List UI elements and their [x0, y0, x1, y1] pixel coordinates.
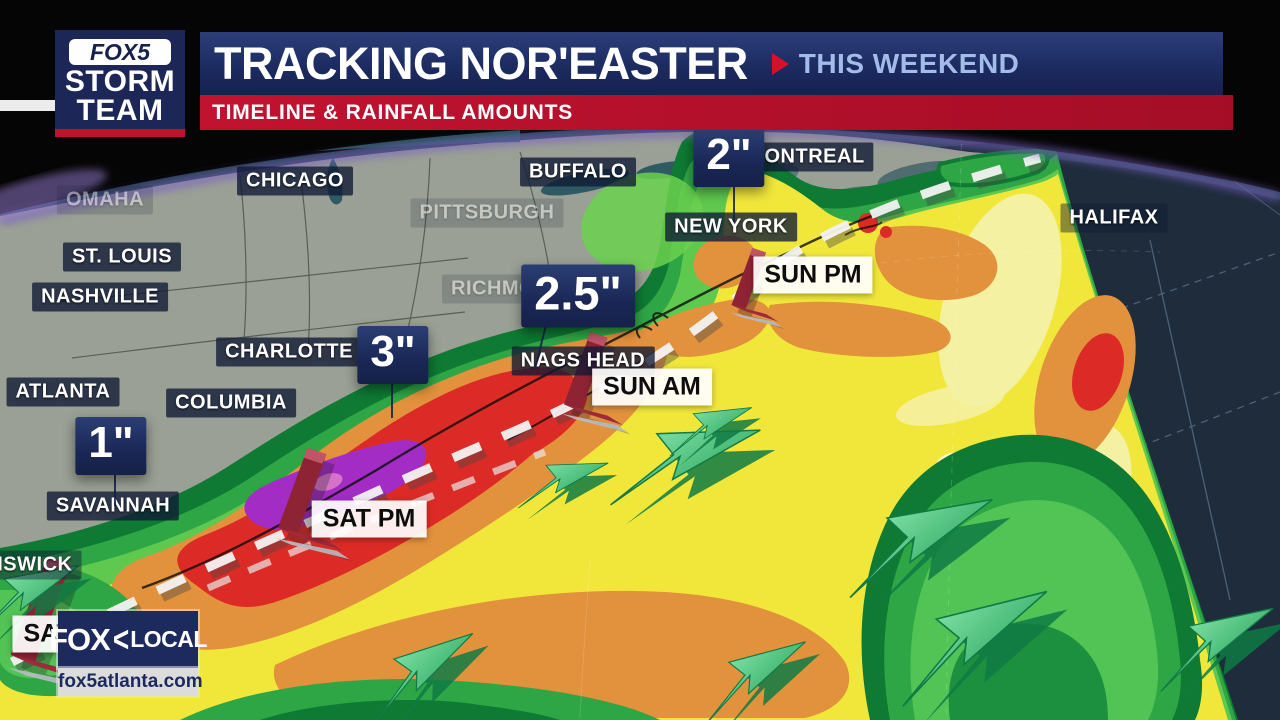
horizon-glow-left	[0, 169, 108, 223]
fox-local-bug: FOX < LOCAL fox5atlanta.com	[49, 611, 207, 696]
precip-green-core	[581, 172, 703, 272]
city-label-st-louis: ST. LOUIS	[62, 242, 182, 272]
rainfall-amount: 2.5"	[534, 266, 622, 320]
city-label-omaha: OMAHA	[56, 185, 154, 215]
storm-track	[9, 153, 1047, 673]
precip-layer	[0, 129, 1238, 720]
city-label-charlotte: CHARLOTTE	[216, 337, 362, 367]
city-label-brunswick: BRUNSWICK	[0, 550, 82, 580]
rainfall-amount: 3"	[370, 327, 416, 376]
city-label-nashville: NASHVILLE	[32, 282, 168, 312]
city-label-savannah: SAVANNAH	[46, 491, 180, 521]
rainfall-callout-3in: 3"	[357, 326, 429, 384]
precip-green-bottom	[180, 679, 660, 720]
city-label-buffalo: BUFFALO	[520, 157, 636, 187]
rainfall-callout-2in: 2"	[693, 129, 765, 187]
horizon-glow	[0, 127, 1280, 226]
fox-local-logo: FOX < LOCAL	[49, 611, 207, 668]
city-label-columbia: COLUMBIA	[166, 388, 296, 418]
city-label-atlanta: ATLANTA	[6, 377, 120, 407]
city-label-new-york: NEW YORK	[665, 212, 797, 242]
angle-bracket-icon: <	[112, 618, 130, 659]
local-wordmark: LOCAL	[130, 626, 207, 652]
time-flag-label-sat-pm: SAT PM	[311, 500, 427, 538]
fox-wordmark: FOX	[49, 621, 111, 657]
city-label-halifax: HALIFAX	[1060, 203, 1168, 233]
rainfall-amount: 2"	[706, 130, 752, 179]
city-label-pittsburgh: PITTSBURGH	[410, 198, 564, 228]
station-url: fox5atlanta.com	[58, 668, 203, 696]
city-label-chicago: CHICAGO	[237, 166, 353, 196]
deep-ocean	[900, 138, 1280, 720]
rainfall-callout-2-5in: 2.5"	[521, 264, 635, 328]
callout-pointer	[733, 182, 735, 222]
time-flag-label-sun-am: SUN AM	[592, 368, 712, 406]
time-flag-label-sun-pm: SUN PM	[753, 256, 873, 294]
map-graticule	[579, 131, 1161, 719]
callout-pointer	[114, 470, 116, 506]
callout-pointer	[391, 380, 393, 418]
rainfall-callout-1in: 1"	[75, 417, 147, 475]
rainfall-amount: 1"	[88, 418, 134, 467]
